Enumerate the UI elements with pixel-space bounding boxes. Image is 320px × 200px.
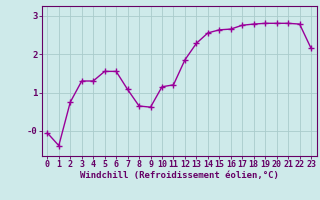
X-axis label: Windchill (Refroidissement éolien,°C): Windchill (Refroidissement éolien,°C) (80, 171, 279, 180)
